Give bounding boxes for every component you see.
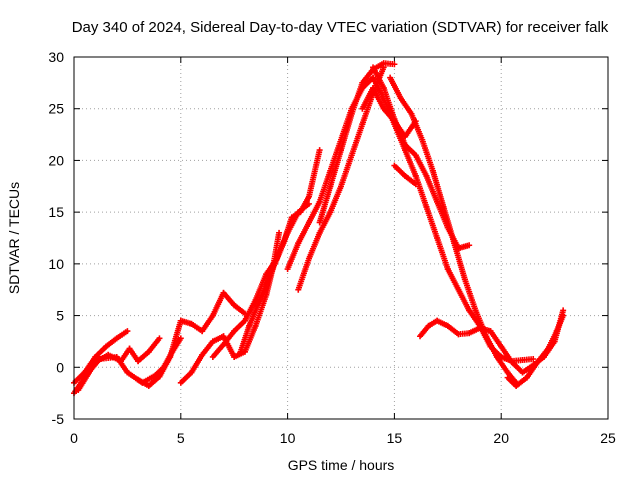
data-point [560, 307, 567, 314]
x-tick-label: 15 [387, 430, 403, 446]
series-track-12 [370, 64, 473, 252]
y-tick-label: 20 [48, 152, 64, 168]
series-track-10 [316, 60, 398, 226]
y-axis-label: SDTVAR / TECUs [6, 182, 22, 294]
y-tick-label: 0 [56, 359, 64, 375]
grid [74, 57, 608, 419]
series-track-17 [504, 312, 567, 389]
data-point [466, 242, 473, 249]
axes [73, 56, 609, 420]
data-point [305, 200, 312, 207]
data-point [316, 147, 323, 154]
x-tick-label: 25 [600, 430, 616, 446]
x-tick-label: 20 [493, 430, 509, 446]
data-points [71, 60, 567, 397]
data-point [124, 328, 131, 335]
y-tick-label: 5 [56, 308, 64, 324]
series-track-14 [387, 74, 520, 386]
data-point [412, 181, 419, 188]
y-tick-label: -5 [52, 411, 65, 427]
data-point [391, 61, 398, 68]
x-tick-label: 10 [280, 430, 296, 446]
data-point [156, 335, 163, 342]
x-tick-label: 5 [177, 430, 185, 446]
data-point [276, 229, 283, 236]
series-track-9 [295, 64, 387, 293]
y-tick-label: 15 [48, 204, 64, 220]
series-track-4 [135, 289, 248, 389]
data-point [560, 312, 567, 319]
y-tick-label: 25 [48, 101, 64, 117]
y-tick-label: 30 [48, 49, 64, 65]
tick-labels: 0 5 10 15 20 25 -5 0 5 10 15 20 25 30 [48, 49, 616, 446]
data-point [530, 356, 537, 363]
series-track-15 [391, 162, 419, 188]
series-track-7 [209, 200, 312, 360]
x-tick-label: 0 [70, 430, 78, 446]
y-tick-label: 10 [48, 256, 64, 272]
series-track-5 [177, 229, 283, 386]
series-track-16 [417, 307, 567, 376]
chart-title: Day 340 of 2024, Sidereal Day-to-day VTE… [72, 19, 609, 36]
plot-frame [73, 56, 609, 420]
data-point [177, 335, 184, 342]
x-axis-label: GPS time / hours [288, 457, 395, 473]
